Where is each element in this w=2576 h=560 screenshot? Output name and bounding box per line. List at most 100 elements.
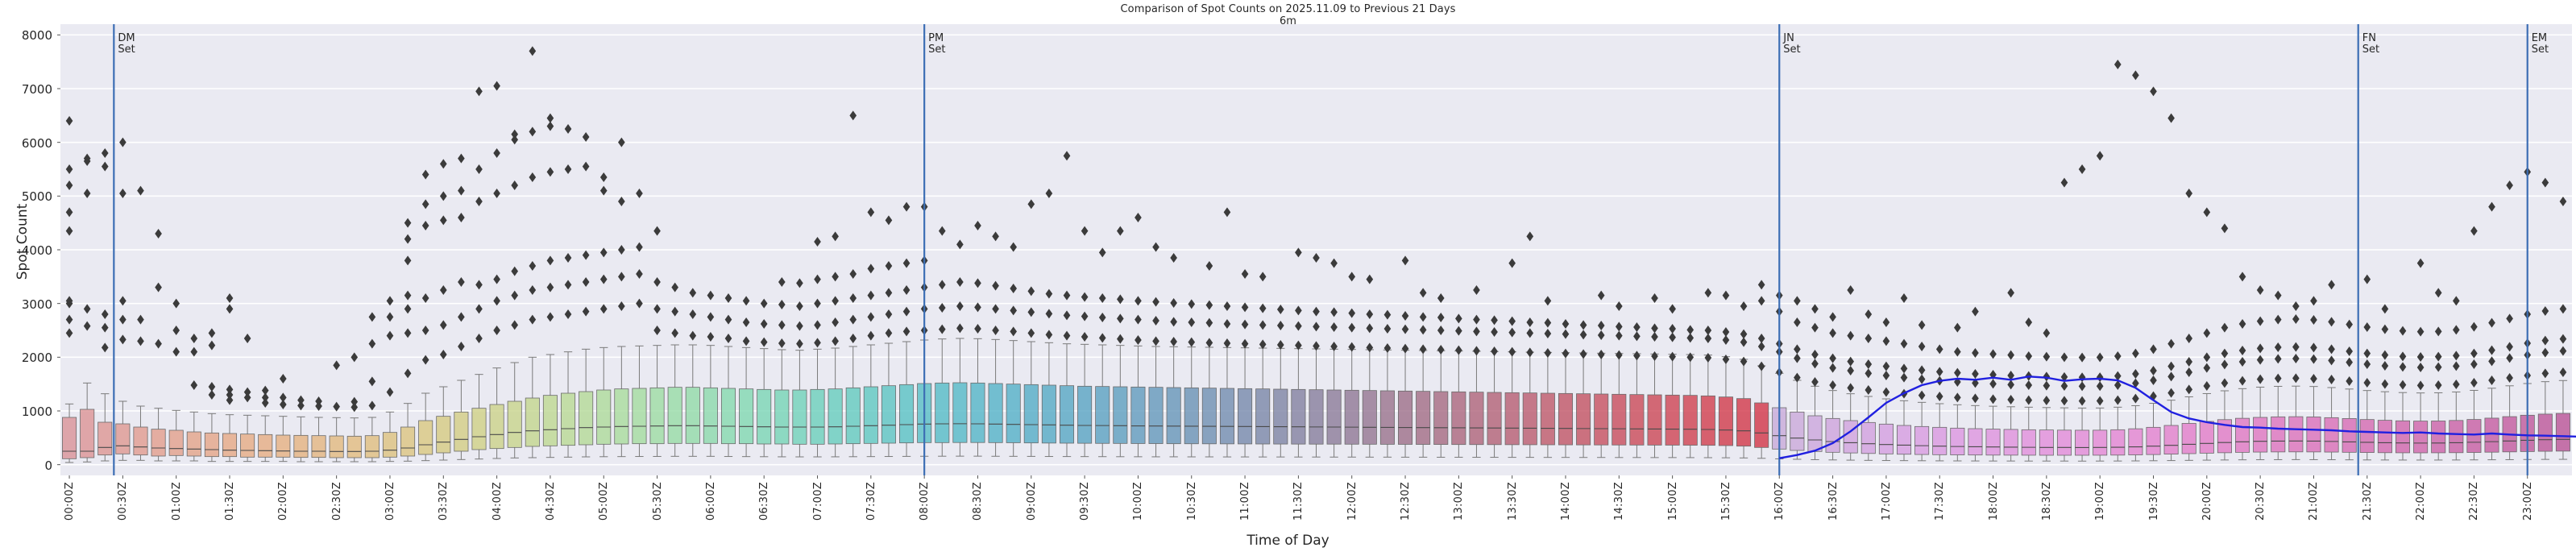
outlier-marker <box>1865 359 1873 369</box>
outlier-marker <box>1348 342 1356 352</box>
boxplot-box <box>2537 381 2553 460</box>
outlier-marker <box>1045 288 1053 299</box>
outlier-marker <box>2381 350 2389 360</box>
outlier-marker <box>386 387 394 397</box>
outlier-marker <box>1419 288 1427 298</box>
outlier-marker <box>2559 346 2567 356</box>
outlier-marker <box>1544 317 1552 328</box>
outlier-marker <box>2434 288 2442 298</box>
outlier-marker <box>885 261 893 271</box>
outlier-marker <box>2025 395 2033 405</box>
outlier-marker <box>2381 304 2389 314</box>
outlier-marker <box>1259 320 1267 330</box>
outlier-marker <box>2007 395 2014 404</box>
boxplot-box <box>2324 387 2339 461</box>
outlier-marker <box>261 392 269 403</box>
outlier-marker <box>1348 308 1356 318</box>
outlier-marker <box>1188 317 1196 327</box>
y-tick-label: 3000 <box>21 297 52 312</box>
outlier-marker <box>511 320 519 330</box>
outlier-marker <box>1010 242 1018 252</box>
boxplot-box <box>1006 340 1021 457</box>
outlier-marker <box>849 314 857 325</box>
outlier-marker <box>101 342 109 353</box>
outlier-marker <box>2167 113 2175 123</box>
outlier-marker <box>1615 330 1623 341</box>
boxplot-box <box>1095 344 1110 458</box>
outlier-marker <box>1704 288 1712 298</box>
y-tick-label: 8000 <box>21 28 52 44</box>
outlier-marker <box>546 113 554 123</box>
outlier-marker <box>938 280 946 290</box>
outlier-marker <box>546 167 554 177</box>
outlier-marker <box>1597 330 1605 340</box>
x-tick-label: 13:00Z <box>1453 482 1466 521</box>
outlier-marker <box>1544 296 1552 306</box>
x-tick-label: 04:30Z <box>544 482 557 521</box>
outlier-marker <box>1117 334 1124 344</box>
outlier-marker <box>1081 332 1089 342</box>
outlier-marker <box>2399 351 2407 362</box>
outlier-marker <box>2506 313 2513 324</box>
boxplot-box <box>276 416 291 463</box>
outlier-marker <box>2381 361 2389 371</box>
y-tick-label: 6000 <box>21 135 52 151</box>
boxplot-box <box>952 338 968 457</box>
outlier-marker <box>636 189 643 198</box>
outlier-marker <box>1633 322 1641 332</box>
outlier-marker <box>1045 309 1053 319</box>
boxplot-box <box>525 356 540 458</box>
outlier-marker <box>2416 363 2425 372</box>
outlier-marker <box>2541 335 2549 346</box>
outlier-marker <box>564 280 572 290</box>
outlier-marker <box>2043 396 2051 405</box>
boxplot-box <box>2075 407 2090 462</box>
x-axis-label: Time of Day <box>1247 533 1329 549</box>
outlier-marker <box>1989 379 1997 389</box>
boxplot-box <box>1896 400 1912 462</box>
boxplot-box <box>1950 404 1965 462</box>
outlier-marker <box>1259 339 1267 350</box>
outlier-marker <box>1900 372 1908 383</box>
boxplot-box <box>1985 405 2001 462</box>
outlier-marker <box>2328 344 2335 355</box>
outlier-marker <box>1882 387 1890 397</box>
outlier-marker <box>1972 306 1979 317</box>
outlier-marker <box>760 319 768 329</box>
outlier-marker <box>2470 378 2478 388</box>
x-tick-label: 07:00Z <box>811 482 824 521</box>
outlier-marker <box>2221 359 2229 370</box>
x-tick-label: 23:00Z <box>2521 482 2534 521</box>
outlier-marker <box>1437 313 1445 322</box>
outlier-marker <box>1419 325 1427 335</box>
boxplot-box <box>881 342 896 458</box>
outlier-marker <box>2150 375 2157 385</box>
outlier-marker <box>778 277 786 287</box>
boxplot-box <box>1362 349 1377 458</box>
outlier-marker <box>564 253 572 263</box>
outlier-marker <box>1241 338 1249 349</box>
outlier-marker <box>2470 321 2478 332</box>
boxplot-box <box>2003 406 2018 462</box>
outlier-marker <box>2541 177 2549 188</box>
outlier-marker <box>2488 345 2495 355</box>
boxplot-box <box>970 338 985 457</box>
boxplot-box <box>2466 389 2482 461</box>
outlier-marker <box>2113 380 2122 390</box>
outlier-marker <box>243 392 251 403</box>
outlier-marker <box>2328 355 2335 366</box>
outlier-marker <box>2399 380 2407 390</box>
outlier-marker <box>1455 345 1462 355</box>
outlier-marker <box>155 229 162 239</box>
vline-label: DM Set <box>118 32 135 56</box>
outlier-marker <box>1847 366 1855 375</box>
outlier-marker <box>1669 304 1676 314</box>
outlier-marker <box>65 296 73 306</box>
x-tick-label: 16:00Z <box>1773 482 1786 521</box>
outlier-marker <box>2221 223 2229 234</box>
outlier-marker <box>618 272 625 282</box>
outlier-marker <box>137 336 144 346</box>
outlier-marker <box>1722 290 1730 301</box>
x-tick-label: 15:00Z <box>1666 482 1679 521</box>
